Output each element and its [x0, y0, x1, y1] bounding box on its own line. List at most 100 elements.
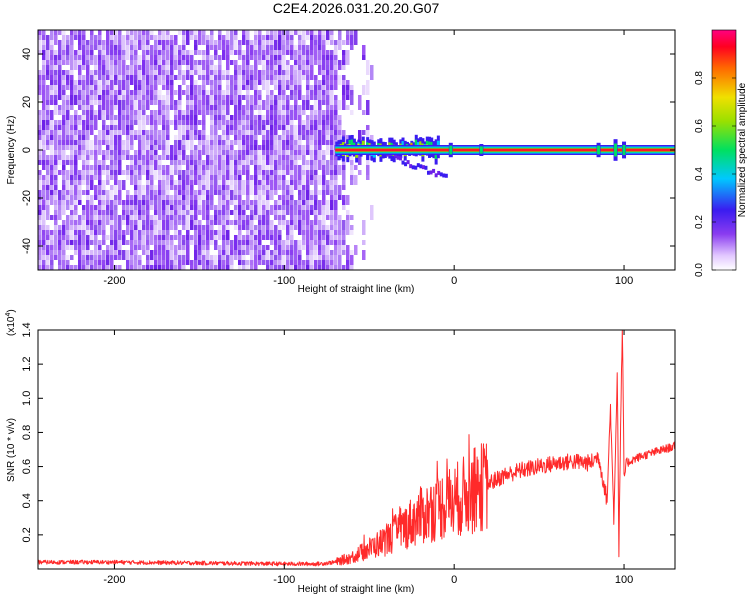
heatmap-cell	[106, 135, 110, 140]
heatmap-cell	[90, 210, 94, 225]
heatmap-cell	[238, 260, 242, 265]
heatmap-cell	[166, 145, 170, 155]
heatmap-cell	[42, 165, 46, 170]
heatmap-cell	[258, 220, 262, 225]
heatmap-cell	[330, 40, 334, 45]
heatmap-cell	[46, 145, 50, 150]
heatmap-cell	[154, 225, 158, 235]
heatmap-cell	[94, 195, 98, 200]
heatmap-cell	[242, 95, 246, 100]
heatmap-cell	[54, 130, 58, 135]
heatmap-cell	[406, 160, 410, 165]
heatmap-cell	[262, 155, 266, 170]
heatmap-cell	[54, 35, 58, 40]
heatmap-cell	[174, 235, 178, 240]
heatmap-cell	[366, 60, 370, 75]
heatmap-cell	[162, 130, 166, 140]
heatmap-cell	[190, 220, 194, 230]
heatmap-cell	[222, 160, 226, 175]
heatmap-cell	[290, 75, 294, 80]
heatmap-cell	[46, 85, 50, 90]
heatmap-cell	[306, 55, 310, 60]
heatmap-cell	[50, 185, 54, 190]
heatmap-cell	[286, 40, 290, 50]
heatmap-cell	[206, 170, 210, 180]
heatmap-cell	[94, 45, 98, 50]
heatmap-cell	[250, 110, 254, 120]
heatmap-cell	[318, 150, 322, 160]
heatmap-cell	[154, 100, 158, 105]
heatmap-cell	[146, 95, 150, 100]
heatmap-cell	[94, 160, 98, 165]
heatmap-cell	[74, 150, 78, 155]
heatmap-cell	[622, 144, 626, 156]
heatmap-cell	[38, 200, 42, 205]
heatmap-cell	[158, 30, 162, 35]
heatmap-cell	[94, 220, 98, 225]
heatmap-y-tick-label: 0	[21, 147, 33, 153]
heatmap-cell	[334, 165, 338, 170]
heatmap-cell	[158, 50, 162, 55]
heatmap-cell	[230, 180, 234, 185]
heatmap-cell	[354, 245, 358, 255]
heatmap-cell	[202, 200, 206, 205]
heatmap-cell	[254, 80, 258, 90]
heatmap-cell	[110, 30, 114, 35]
heatmap-cell	[302, 200, 306, 205]
heatmap-cell	[118, 50, 122, 55]
heatmap-cell	[258, 195, 262, 200]
heatmap-cell	[326, 140, 330, 145]
heatmap-cell	[238, 215, 242, 220]
heatmap-cell	[106, 145, 110, 150]
heatmap-cell	[102, 45, 106, 55]
heatmap-cell	[218, 140, 222, 145]
heatmap-cell	[190, 130, 194, 135]
heatmap-cell	[162, 75, 166, 90]
heatmap-cell	[254, 155, 258, 160]
heatmap-cell	[334, 220, 338, 225]
heatmap-cell	[178, 245, 182, 250]
heatmap-cell	[106, 235, 110, 240]
heatmap-cell	[90, 205, 94, 210]
heatmap-cell	[102, 250, 106, 265]
heatmap-cell	[94, 135, 98, 145]
heatmap-cell	[182, 155, 186, 160]
heatmap-cell	[102, 220, 106, 225]
heatmap-cell	[118, 215, 122, 230]
heatmap-cell	[246, 150, 250, 155]
heatmap-cell	[126, 240, 130, 245]
heatmap-cell	[194, 170, 198, 175]
heatmap-cell	[246, 245, 250, 255]
heatmap-cell	[198, 210, 202, 215]
heatmap-cell	[46, 120, 50, 125]
heatmap-cell	[110, 100, 114, 115]
heatmap-cell	[50, 230, 54, 235]
heatmap-cell	[126, 70, 130, 75]
heatmap-cell	[429, 170, 433, 175]
heatmap-cell	[198, 30, 202, 35]
heatmap-cell	[162, 150, 166, 155]
heatmap-cell	[202, 80, 206, 85]
heatmap-cell	[186, 105, 190, 120]
heatmap-cell	[170, 235, 174, 240]
heatmap-cell	[342, 65, 346, 70]
heatmap-cell	[42, 265, 46, 270]
heatmap-cell	[198, 65, 202, 80]
heatmap-cell	[134, 185, 138, 190]
heatmap-cell	[98, 45, 102, 50]
heatmap-cell	[82, 190, 86, 195]
heatmap-cell	[242, 120, 246, 125]
heatmap-cell	[142, 155, 146, 165]
heatmap-cell	[258, 70, 262, 85]
heatmap-cell	[166, 70, 170, 75]
heatmap-cell	[54, 250, 58, 255]
heatmap-cell	[66, 80, 70, 90]
heatmap-cell	[278, 195, 282, 200]
heatmap-cell	[98, 80, 102, 85]
heatmap-cell	[290, 95, 294, 100]
heatmap-cell	[210, 195, 214, 200]
heatmap-cell	[338, 195, 342, 200]
heatmap-cell	[226, 160, 230, 165]
heatmap-cell	[182, 245, 186, 250]
heatmap-cell	[122, 150, 126, 155]
